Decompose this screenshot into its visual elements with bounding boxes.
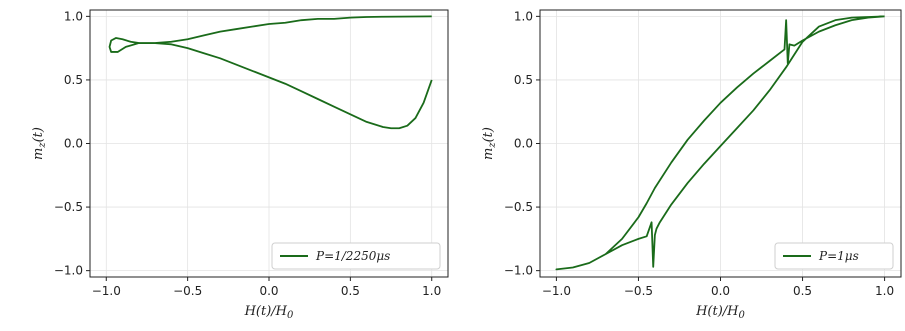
x-axis-label: H(t)/H0 — [244, 304, 294, 321]
y-axis-label-main: m — [481, 148, 496, 160]
x-tick-label: 0.0 — [259, 284, 278, 298]
x-axis-label-sub: 0 — [287, 310, 294, 321]
series-line-1 — [108, 15, 433, 130]
x-tick-label: 0.5 — [793, 284, 812, 298]
legend-box — [271, 242, 441, 270]
chart-panel-2: −1.0 −0.5 0.0 0.5 1.0 −1.0 −0.5 0.0 0.5 1.0 H(t)/H… — [481, 9, 902, 321]
y-axis-label-tail: (t) — [481, 127, 496, 142]
y-axis-label-main: m — [31, 148, 46, 160]
y-axis-label-sub: z — [487, 142, 498, 149]
y-tick-label: 0.5 — [514, 73, 533, 87]
x-tick-label: 0.0 — [711, 284, 730, 298]
legend-label: P=1μs — [818, 249, 859, 263]
x-tick-label: −1.0 — [542, 284, 571, 298]
y-axis-label: mz(t) — [481, 127, 498, 160]
y-tick-label: 0.0 — [64, 137, 83, 151]
legend-box — [774, 242, 894, 270]
x-tick-label: −0.5 — [173, 284, 202, 298]
y-tick-label: −1.0 — [504, 264, 533, 278]
series-line-1 — [555, 15, 885, 271]
y-tick-label: 1.0 — [64, 9, 83, 23]
legend: P=1/2250μs — [271, 242, 441, 270]
y-tick-label: 1.0 — [514, 9, 533, 23]
y-tick-label: −1.0 — [54, 264, 83, 278]
x-axis-label-main: H(t)/H — [244, 304, 288, 319]
y-axis-label: mz(t) — [31, 127, 48, 160]
x-tick-label: −1.0 — [92, 284, 121, 298]
y-tick-label: 0.0 — [514, 137, 533, 151]
chart-panel-1: −1.0 −0.5 0.0 0.5 1.0 −1.0 −0.5 0.0 0.5 1.0 H(t)/H… — [31, 9, 449, 321]
x-tick-label: 1.0 — [875, 284, 894, 298]
x-tick-label: −0.5 — [624, 284, 653, 298]
y-axis-label-sub: z — [37, 142, 48, 149]
x-axis-label-sub: 0 — [739, 310, 746, 321]
y-tick-label: −0.5 — [504, 200, 533, 214]
x-axis-label: H(t)/H0 — [695, 304, 745, 321]
y-axis-label-tail: (t) — [31, 127, 46, 142]
legend-label: P=1/2250μs — [315, 249, 390, 263]
x-tick-label: 0.5 — [341, 284, 360, 298]
x-axis-label-main: H(t)/H — [695, 304, 739, 319]
x-tick-label: 1.0 — [422, 284, 441, 298]
legend: P=1μs — [774, 242, 894, 270]
y-tick-label: 0.5 — [64, 73, 83, 87]
y-tick-label: −0.5 — [54, 200, 83, 214]
